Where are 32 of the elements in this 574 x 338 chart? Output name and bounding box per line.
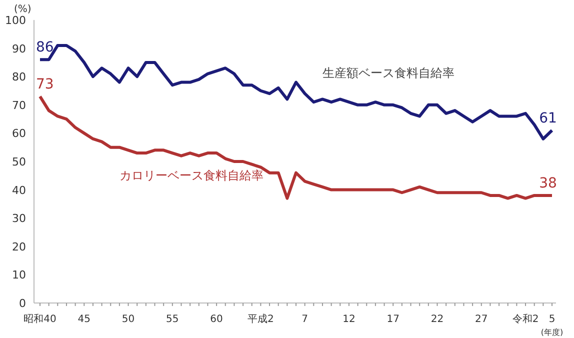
y-axis-title: (%) [14, 4, 32, 15]
x-tick-label: 50 [122, 314, 135, 325]
data-label: 61 [539, 110, 557, 126]
x-tick-label: 45 [78, 314, 91, 325]
y-tick-label: 30 [12, 212, 26, 226]
x-tick-label: 12 [342, 314, 356, 325]
x-tick-label: 60 [210, 314, 223, 325]
series-label: カロリーベース食料自給率 [119, 168, 264, 182]
y-tick-label: 20 [12, 240, 26, 254]
x-tick-label: 平成2 [248, 313, 274, 325]
x-tick-label: 55 [166, 314, 179, 325]
x-tick-label: 令和2 [512, 313, 539, 325]
y-tick-label: 60 [12, 127, 26, 140]
x-tick-label: 22 [430, 314, 444, 325]
x-tick-label: 5 [548, 314, 556, 325]
x-tick-label: 27 [475, 314, 488, 325]
y-tick-label: 100 [5, 14, 26, 27]
x-tick-label: 昭和40 [24, 313, 56, 325]
y-tick-label: 40 [12, 184, 26, 197]
y-tick-label: 50 [12, 156, 26, 168]
data-label: 38 [539, 175, 557, 192]
y-tick-label: 90 [12, 42, 26, 56]
y-tick-label: 0 [19, 297, 26, 310]
x-tick-label: 17 [386, 314, 400, 325]
y-tick-label: 70 [12, 98, 26, 112]
x-axis-title: (年度) [540, 328, 564, 337]
data-label: 86 [36, 40, 54, 56]
y-tick-label: 80 [12, 70, 26, 84]
data-label: 73 [36, 76, 54, 92]
x-tick-label: 7 [302, 314, 308, 325]
y-tick-label: 10 [12, 268, 26, 282]
series-label: 生産額ベース食料自給率 [322, 66, 454, 80]
